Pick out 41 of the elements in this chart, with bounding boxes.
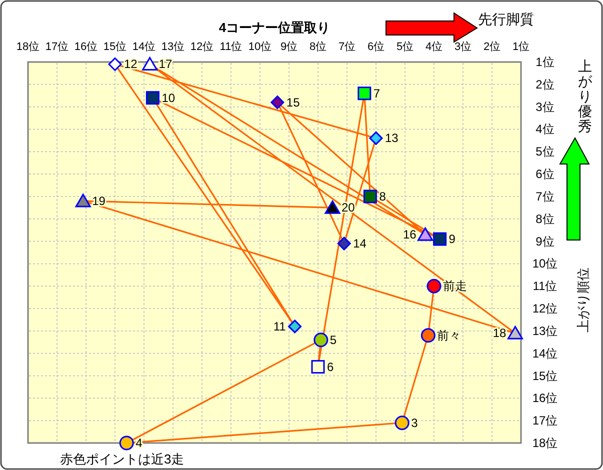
y-tick: 13位 — [532, 324, 558, 338]
y-tick: 1位 — [536, 55, 554, 69]
x-label: 4コーナー位置取り — [218, 20, 330, 35]
annotation: 上がり優秀 — [578, 58, 592, 134]
y-tick: 17位 — [532, 414, 558, 428]
y-tick: 7位 — [536, 189, 554, 204]
y-tick: 15位 — [532, 368, 558, 383]
x-tick: 11位 — [220, 41, 242, 53]
x-tick: 3位 — [454, 41, 472, 53]
x-tick: 4位 — [425, 41, 443, 53]
x-tick: 18位 — [16, 41, 40, 53]
x-tick: 9位 — [280, 41, 298, 53]
annotation: 先行脚質 — [478, 11, 534, 27]
y-tick: 2位 — [536, 77, 554, 92]
y-tick: 10位 — [532, 256, 558, 271]
y-tick: 12位 — [532, 302, 558, 316]
x-tick: 16位 — [74, 41, 98, 53]
y-tick: 18位 — [532, 436, 558, 450]
y-tick: 6位 — [536, 167, 554, 182]
y-tick: 16位 — [532, 391, 558, 406]
x-tick: 12位 — [190, 41, 214, 53]
x-tick: 2位 — [483, 41, 501, 53]
x-tick: 13位 — [161, 41, 185, 53]
x-tick: 8位 — [309, 41, 327, 53]
x-tick: 14位 — [132, 41, 156, 53]
x-tick: 5位 — [396, 41, 414, 53]
y-tick: 3位 — [536, 100, 554, 114]
y-label: 上がり順位 — [576, 268, 590, 332]
y-tick: 8位 — [536, 212, 554, 226]
x-tick: 7位 — [338, 41, 356, 53]
annotation: 赤色ポイントは近3走 — [60, 452, 184, 466]
x-tick: 6位 — [367, 41, 385, 53]
x-tick: 1位 — [512, 41, 530, 53]
y-tick: 11位 — [532, 279, 558, 294]
x-tick: 10位 — [248, 41, 272, 53]
y-tick: 14位 — [532, 346, 558, 360]
x-tick: 17位 — [45, 41, 69, 53]
y-tick: 4位 — [536, 122, 554, 136]
y-tick: 5位 — [536, 144, 554, 159]
x-tick: 15位 — [103, 41, 127, 53]
y-tick: 9位 — [536, 234, 554, 248]
